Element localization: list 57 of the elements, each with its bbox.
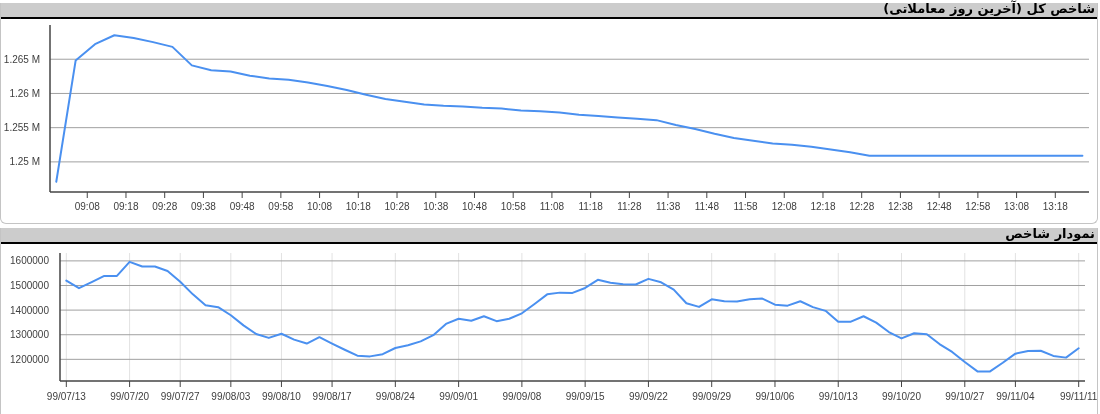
x-tick-label: 09:38	[190, 200, 217, 212]
x-tick-label: 10:58	[500, 200, 527, 212]
chart-title: نمودار شاخص	[1005, 226, 1095, 242]
x-tick-label: 09:58	[268, 200, 294, 212]
x-tick-label: 11:58	[733, 200, 759, 212]
x-tick-label: 99/07/27	[160, 390, 201, 402]
x-tick-label: 12:48	[926, 200, 953, 212]
x-tick-label: 99/10/13	[818, 390, 859, 402]
line-series	[65, 260, 1080, 373]
x-tick-label: 99/10/20	[882, 390, 922, 402]
x-tick-label: 99/09/22	[628, 390, 669, 402]
x-tick-label: 99/07/20	[110, 390, 150, 402]
x-tick-label: 10:08	[307, 200, 333, 212]
x-tick-label: 11:28	[617, 200, 642, 212]
y-tick-label: 1600000	[10, 255, 50, 267]
x-tick-label: 99/10/27	[945, 390, 985, 402]
x-tick-label: 10:18	[345, 200, 372, 212]
y-tick-label: 1400000	[10, 304, 50, 316]
x-tick-label: 12:38	[887, 200, 914, 212]
x-tick-label: 99/09/15	[565, 390, 606, 402]
x-tick-label: 10:38	[423, 200, 449, 212]
x-tick-label: 12:08	[771, 200, 798, 212]
x-tick-label: 99/10/06	[755, 390, 795, 402]
x-tick-label: 99/08/10	[261, 390, 302, 402]
x-tick-label: 10:48	[461, 200, 488, 212]
y-tick-label: 1.265 M	[3, 53, 40, 65]
x-tick-label: 99/08/03	[211, 390, 251, 402]
x-tick-label: 99/11/11	[1059, 390, 1098, 402]
x-tick-label: 11:38	[655, 200, 681, 212]
x-tick-label: 99/09/08	[502, 390, 542, 402]
x-tick-label: 11:48	[694, 200, 720, 212]
x-tick-label: 13:08	[1004, 200, 1030, 212]
x-tick-label: 12:18	[810, 200, 836, 212]
x-tick-label: 13:18	[1042, 200, 1069, 212]
x-tick-label: 09:08	[74, 200, 101, 212]
y-tick-label: 1300000	[10, 329, 50, 341]
x-tick-label: 99/09/29	[692, 390, 732, 402]
x-tick-label: 09:28	[152, 200, 178, 212]
chart-title: شاخص کل (آخرین روز معاملاتی)	[883, 1, 1095, 17]
y-tick-label: 1200000	[10, 353, 50, 365]
x-tick-label: 99/11/04	[996, 390, 1035, 402]
x-tick-label: 09:18	[113, 200, 139, 212]
x-tick-label: 09:48	[229, 200, 256, 212]
x-tick-label: 99/07/13	[46, 390, 87, 402]
x-tick-label: 10:28	[384, 200, 410, 212]
y-tick-label: 1.25 M	[9, 156, 40, 168]
x-tick-label: 12:28	[849, 200, 875, 212]
x-tick-label: 11:18	[578, 200, 604, 212]
x-tick-label: 12:58	[965, 200, 991, 212]
x-tick-label: 11:08	[539, 200, 565, 212]
y-tick-label: 1500000	[10, 279, 50, 291]
line-series	[55, 34, 1084, 183]
x-tick-label: 99/08/17	[312, 390, 352, 402]
x-tick-label: 99/09/01	[439, 390, 479, 402]
y-tick-label: 1.255 M	[3, 122, 40, 134]
y-tick-label: 1.26 M	[9, 87, 40, 99]
x-tick-label: 99/08/24	[375, 390, 416, 402]
